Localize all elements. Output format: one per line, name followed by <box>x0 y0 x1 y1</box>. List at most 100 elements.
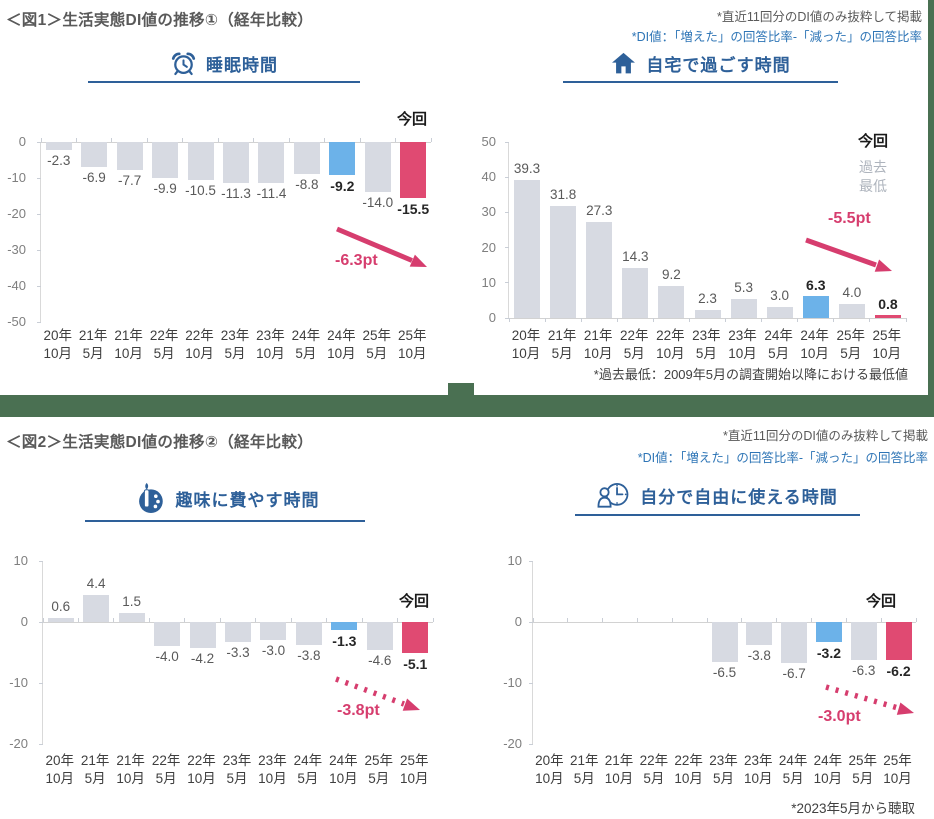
bar <box>118 612 145 622</box>
value-label: -14.0 <box>362 195 394 211</box>
axis-tick <box>811 618 813 622</box>
x-label: 21年 5月 <box>547 328 577 361</box>
trend-arrow <box>805 237 892 272</box>
y-tick-mark <box>39 682 43 684</box>
bar <box>81 142 108 167</box>
x-label: 21年 5月 <box>569 753 599 786</box>
x-label: 23年 10月 <box>728 328 757 361</box>
x-label: 20年 10月 <box>43 328 72 361</box>
x-label: 20年 10月 <box>45 753 74 786</box>
value-label: -6.9 <box>82 169 106 185</box>
axis-tick <box>395 138 397 142</box>
value-label: -6.2 <box>886 662 911 679</box>
x-label: 23年 5月 <box>709 753 738 786</box>
alarm-clock-icon <box>170 50 197 77</box>
bar <box>730 299 757 318</box>
bar <box>400 142 427 198</box>
axis-tick <box>397 618 399 622</box>
figure1-note-extract: *直近11回分のDI値のみ抜粋して掲載 <box>717 10 922 24</box>
y-tick-label: -20 <box>503 736 522 751</box>
y-tick-label: -20 <box>7 206 26 221</box>
x-label: 20年 10月 <box>535 753 564 786</box>
y-axis: 0 -10 -20 -30 -40 -50 <box>0 134 32 329</box>
value-label: -8.8 <box>295 176 319 192</box>
figure1-title: ＜図1＞生活実態DI値の推移①（経年比較） <box>6 12 314 29</box>
value-label: -6.5 <box>712 664 737 680</box>
axis-tick <box>359 138 361 142</box>
y-tick-label: -30 <box>7 242 26 257</box>
y-axis: 0 10 20 30 40 50 <box>466 134 502 325</box>
trend-change-label: -5.5pt <box>828 210 871 227</box>
value-label: -3.8 <box>297 648 321 664</box>
trend-change-label: -3.8pt <box>337 702 380 719</box>
chart-header: 自分で自由に使える時間 <box>575 480 860 516</box>
x-label: 25年 5月 <box>364 753 394 786</box>
x-label: 24年 10月 <box>329 753 358 786</box>
axis-tick <box>324 138 326 142</box>
axis-tick <box>148 618 150 622</box>
axis-tick <box>567 618 569 622</box>
y-axis: 10 0 -10 -20 <box>492 553 528 751</box>
axis-tick <box>845 618 847 622</box>
y-tick-mark <box>505 141 509 143</box>
y-tick-mark <box>529 560 533 562</box>
value-label: -7.7 <box>117 172 142 188</box>
axis-tick <box>869 318 871 322</box>
bar <box>514 179 541 318</box>
y-tick-mark <box>529 621 533 623</box>
y-tick-label: 10 <box>481 274 496 290</box>
bar <box>116 142 143 170</box>
x-label: 25年 10月 <box>397 328 427 361</box>
x-label: 21年 10月 <box>114 328 143 361</box>
divider-strip-right <box>928 0 934 396</box>
x-label: 22年 10月 <box>674 753 703 786</box>
axis-tick <box>146 138 148 142</box>
bar <box>45 142 72 151</box>
axis-tick <box>290 618 292 622</box>
bar <box>154 622 181 647</box>
axis-tick <box>75 138 77 142</box>
value-label: 0.6 <box>51 599 71 615</box>
x-label: 24年 5月 <box>764 328 793 361</box>
x-axis-labels: 20年 10月 21年 5月 21年 10月 22年 5月 22年 10月 23年 5月 2… <box>40 327 430 362</box>
y-tick-mark <box>37 177 41 179</box>
x-label: 23年 5月 <box>222 753 252 786</box>
plot-area: 39.3 31.8 27.3 14.3 9.2 2.3 5.3 3.0 6.3 4.0 0.8 <box>505 141 907 322</box>
x-label: 25年 5月 <box>362 328 392 361</box>
axis-tick <box>326 618 328 622</box>
axis-tick <box>636 618 638 622</box>
y-tick-mark <box>39 621 43 623</box>
bar <box>658 285 685 318</box>
value-label: -3.8 <box>747 648 771 664</box>
x-label: 22年 10月 <box>185 328 214 361</box>
value-label: -15.5 <box>397 200 430 217</box>
bar <box>885 622 912 660</box>
value-label: 5.3 <box>734 280 753 296</box>
y-tick-label: 0 <box>18 134 26 149</box>
x-label: 24年 10月 <box>327 328 356 361</box>
bar <box>366 622 393 651</box>
figure2-note-extract: *直近11回分のDI値のみ抜粋して掲載 <box>723 429 928 443</box>
axis-tick <box>184 618 186 622</box>
axis-tick <box>111 138 113 142</box>
bar <box>874 315 901 318</box>
y-tick-label: 0 <box>20 614 28 629</box>
bar <box>781 622 808 663</box>
x-label: 24年 5月 <box>778 753 808 786</box>
value-label: -9.9 <box>153 180 177 196</box>
value-label: 2.3 <box>698 290 717 306</box>
y-axis: 10 0 -10 -20 <box>2 553 34 751</box>
chart-title: 自分で自由に使える時間 <box>640 487 838 507</box>
axis-tick <box>217 138 219 142</box>
bar <box>766 307 793 318</box>
x-label: 24年 10月 <box>813 753 843 786</box>
current-marker: 今回 <box>865 593 897 610</box>
value-label: 4.4 <box>86 576 106 592</box>
value-label: -10.5 <box>185 182 216 198</box>
y-tick-label: 0 <box>514 614 522 629</box>
axis-tick <box>42 618 44 622</box>
plot-area: -6.5 -3.8 -6.7 -3.2 -6.3 -6.2 <box>529 560 917 745</box>
y-tick-label: 10 <box>13 553 28 568</box>
value-label: 9.2 <box>662 266 681 282</box>
y-tick-mark <box>505 317 509 319</box>
